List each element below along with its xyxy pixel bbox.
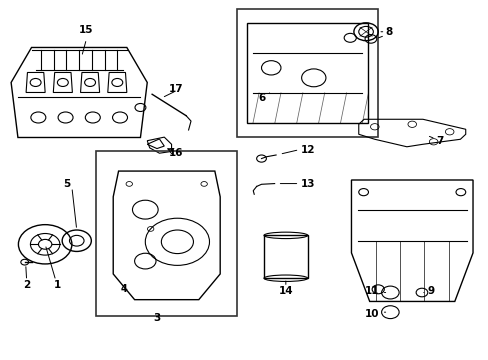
Text: 12: 12 [300,145,314,155]
Text: 4: 4 [121,284,127,294]
Text: 10: 10 [365,309,379,319]
Bar [264,235,307,278]
Text: 5: 5 [63,179,70,189]
Text: 13: 13 [300,179,314,189]
Text: 8: 8 [385,27,392,37]
Text: 9: 9 [427,286,434,296]
Text: 2: 2 [23,280,30,291]
Text: 15: 15 [79,25,94,35]
Text: 17: 17 [169,84,183,94]
Text: 14: 14 [278,286,292,296]
Bar [237,9,377,137]
Text: 11: 11 [365,286,379,296]
Text: 6: 6 [257,93,264,103]
Bar [246,23,368,123]
Text: 7: 7 [436,136,443,146]
Bar [96,152,237,316]
Text: 16: 16 [169,148,183,158]
Text: 3: 3 [153,312,160,323]
Text: 1: 1 [54,280,61,291]
